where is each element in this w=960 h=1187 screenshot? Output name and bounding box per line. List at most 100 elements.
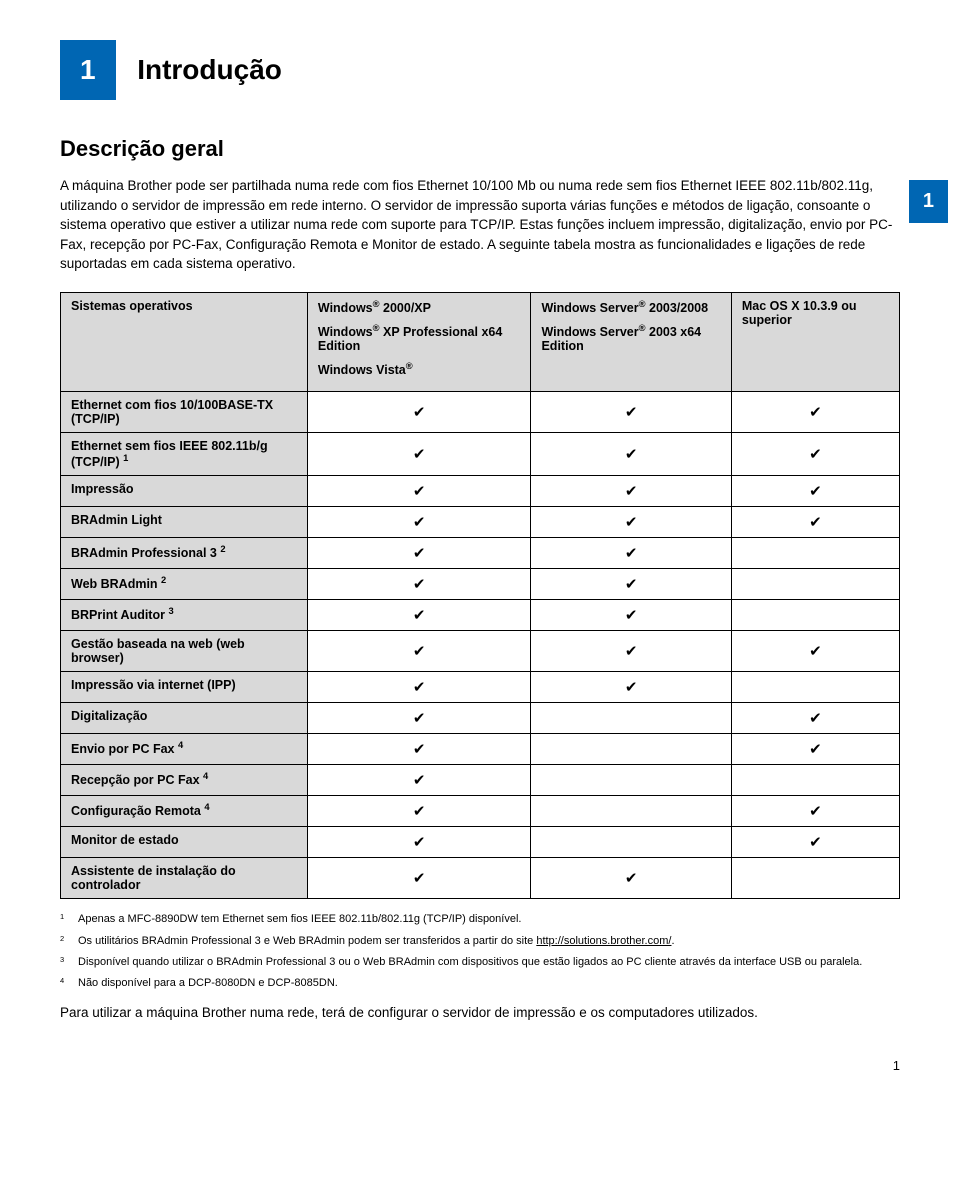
cell: ✔ [307, 796, 531, 827]
cell: ✔ [307, 827, 531, 858]
cell: ✔ [307, 734, 531, 765]
row-label: Recepção por PC Fax 4 [61, 765, 308, 796]
table-body: Ethernet com fios 10/100BASE-TX (TCP/IP)… [61, 392, 900, 899]
row-label: Impressão [61, 476, 308, 507]
header-os: Sistemas operativos [61, 292, 308, 391]
cell: ✔ [307, 433, 531, 476]
footnote-number: 2 [60, 933, 78, 950]
cell: ✔ [531, 672, 731, 703]
table-row: Configuração Remota 4✔✔ [61, 796, 900, 827]
cell [531, 703, 731, 734]
cell: ✔ [731, 433, 899, 476]
header-mac: Mac OS X 10.3.9 ou superior [731, 292, 899, 391]
cell: ✔ [731, 734, 899, 765]
cell [731, 600, 899, 631]
cell [731, 569, 899, 600]
row-label: BRAdmin Professional 3 2 [61, 538, 308, 569]
cell: ✔ [531, 569, 731, 600]
footnote: 2Os utilitários BRAdmin Professional 3 e… [60, 933, 900, 950]
cell [731, 672, 899, 703]
cell [731, 538, 899, 569]
cell: ✔ [531, 858, 731, 899]
footnote-number: 3 [60, 954, 78, 971]
cell: ✔ [307, 858, 531, 899]
chapter-title: Introdução [137, 54, 282, 86]
row-label: Web BRAdmin 2 [61, 569, 308, 600]
cell: ✔ [531, 600, 731, 631]
table-row: Gestão baseada na web (web browser)✔✔✔ [61, 631, 900, 672]
header-server: Windows Server® 2003/2008Windows Server®… [531, 292, 731, 391]
cell: ✔ [307, 703, 531, 734]
cell: ✔ [531, 631, 731, 672]
table-row: Recepção por PC Fax 4✔ [61, 765, 900, 796]
table-row: Ethernet com fios 10/100BASE-TX (TCP/IP)… [61, 392, 900, 433]
footnote: 1Apenas a MFC-8890DW tem Ethernet sem fi… [60, 911, 900, 928]
cell: ✔ [307, 392, 531, 433]
row-label: Monitor de estado [61, 827, 308, 858]
footnote-number: 1 [60, 911, 78, 928]
table-row: Envio por PC Fax 4✔✔ [61, 734, 900, 765]
cell [531, 765, 731, 796]
cell [731, 858, 899, 899]
table-row: Impressão via internet (IPP)✔✔ [61, 672, 900, 703]
cell [731, 765, 899, 796]
cell: ✔ [731, 507, 899, 538]
footnote-number: 4 [60, 975, 78, 992]
table-row: Ethernet sem fios IEEE 802.11b/g (TCP/IP… [61, 433, 900, 476]
cell [531, 796, 731, 827]
cell: ✔ [531, 433, 731, 476]
cell: ✔ [307, 631, 531, 672]
cell [531, 734, 731, 765]
closing-paragraph: Para utilizar a máquina Brother numa red… [60, 1003, 900, 1023]
page-number: 1 [60, 1058, 900, 1073]
table-row: BRAdmin Professional 3 2✔✔ [61, 538, 900, 569]
row-label: Envio por PC Fax 4 [61, 734, 308, 765]
table-row: BRPrint Auditor 3✔✔ [61, 600, 900, 631]
footnote-text: Não disponível para a DCP-8080DN e DCP-8… [78, 975, 900, 992]
footnote-text: Os utilitários BRAdmin Professional 3 e … [78, 933, 900, 950]
cell: ✔ [307, 569, 531, 600]
cell: ✔ [307, 765, 531, 796]
cell: ✔ [307, 672, 531, 703]
cell: ✔ [307, 600, 531, 631]
side-chapter-tab: 1 [909, 180, 948, 223]
row-label: Impressão via internet (IPP) [61, 672, 308, 703]
table-row: Impressão✔✔✔ [61, 476, 900, 507]
cell: ✔ [531, 392, 731, 433]
footnote-text: Apenas a MFC-8890DW tem Ethernet sem fio… [78, 911, 900, 928]
footnote-text: Disponível quando utilizar o BRAdmin Pro… [78, 954, 900, 971]
cell: ✔ [531, 476, 731, 507]
cell: ✔ [731, 392, 899, 433]
row-label: Assistente de instalação do controlador [61, 858, 308, 899]
row-label: BRPrint Auditor 3 [61, 600, 308, 631]
row-label: Digitalização [61, 703, 308, 734]
footnote-link[interactable]: http://solutions.brother.com/ [536, 935, 671, 947]
cell: ✔ [731, 631, 899, 672]
section-title: Descrição geral [60, 136, 900, 162]
cell: ✔ [531, 538, 731, 569]
table-row: Assistente de instalação do controlador✔… [61, 858, 900, 899]
footnote: 3Disponível quando utilizar o BRAdmin Pr… [60, 954, 900, 971]
cell [531, 827, 731, 858]
row-label: Gestão baseada na web (web browser) [61, 631, 308, 672]
header-windows: Windows® 2000/XPWindows® XP Professional… [307, 292, 531, 391]
cell: ✔ [731, 796, 899, 827]
footnote: 4Não disponível para a DCP-8080DN e DCP-… [60, 975, 900, 992]
cell: ✔ [731, 476, 899, 507]
cell: ✔ [531, 507, 731, 538]
cell: ✔ [307, 476, 531, 507]
table-row: Web BRAdmin 2✔✔ [61, 569, 900, 600]
table-row: BRAdmin Light✔✔✔ [61, 507, 900, 538]
cell: ✔ [731, 827, 899, 858]
intro-paragraph: A máquina Brother pode ser partilhada nu… [60, 176, 900, 274]
table-row: Monitor de estado✔✔ [61, 827, 900, 858]
table-header-row: Sistemas operativos Windows® 2000/XPWind… [61, 292, 900, 391]
chapter-heading: 1 Introdução [60, 40, 900, 100]
chapter-number-badge: 1 [60, 40, 116, 100]
compatibility-table: Sistemas operativos Windows® 2000/XPWind… [60, 292, 900, 900]
row-label: Configuração Remota 4 [61, 796, 308, 827]
cell: ✔ [307, 538, 531, 569]
row-label: Ethernet sem fios IEEE 802.11b/g (TCP/IP… [61, 433, 308, 476]
cell: ✔ [307, 507, 531, 538]
table-row: Digitalização✔✔ [61, 703, 900, 734]
